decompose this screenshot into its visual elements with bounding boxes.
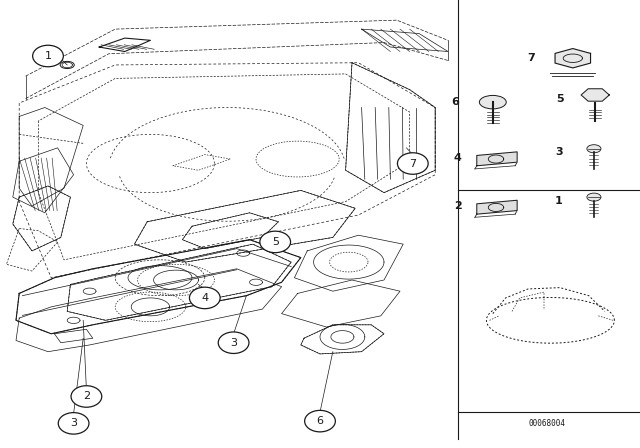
Circle shape bbox=[218, 332, 249, 353]
Ellipse shape bbox=[587, 193, 601, 201]
Text: 5: 5 bbox=[272, 237, 278, 247]
Ellipse shape bbox=[587, 145, 601, 153]
Ellipse shape bbox=[479, 95, 506, 109]
Circle shape bbox=[260, 231, 291, 253]
Polygon shape bbox=[477, 152, 517, 166]
Circle shape bbox=[33, 45, 63, 67]
Polygon shape bbox=[581, 89, 609, 101]
Polygon shape bbox=[477, 200, 517, 214]
Text: 7: 7 bbox=[527, 53, 535, 63]
Text: 6: 6 bbox=[317, 416, 323, 426]
Text: 4: 4 bbox=[201, 293, 209, 303]
Text: 7: 7 bbox=[409, 159, 417, 168]
Text: 2: 2 bbox=[83, 392, 90, 401]
Circle shape bbox=[397, 153, 428, 174]
Circle shape bbox=[58, 413, 89, 434]
Text: 1: 1 bbox=[45, 51, 51, 61]
Circle shape bbox=[305, 410, 335, 432]
Text: 5: 5 bbox=[556, 94, 564, 103]
Text: 00068004: 00068004 bbox=[529, 419, 566, 428]
Text: 2: 2 bbox=[454, 201, 461, 211]
Text: 1: 1 bbox=[555, 196, 563, 206]
Circle shape bbox=[189, 287, 220, 309]
Polygon shape bbox=[555, 48, 591, 68]
Circle shape bbox=[71, 386, 102, 407]
Text: 3: 3 bbox=[230, 338, 237, 348]
Text: 6: 6 bbox=[452, 97, 460, 107]
Text: 4: 4 bbox=[454, 153, 461, 163]
Text: 3: 3 bbox=[555, 147, 563, 157]
Text: 3: 3 bbox=[70, 418, 77, 428]
